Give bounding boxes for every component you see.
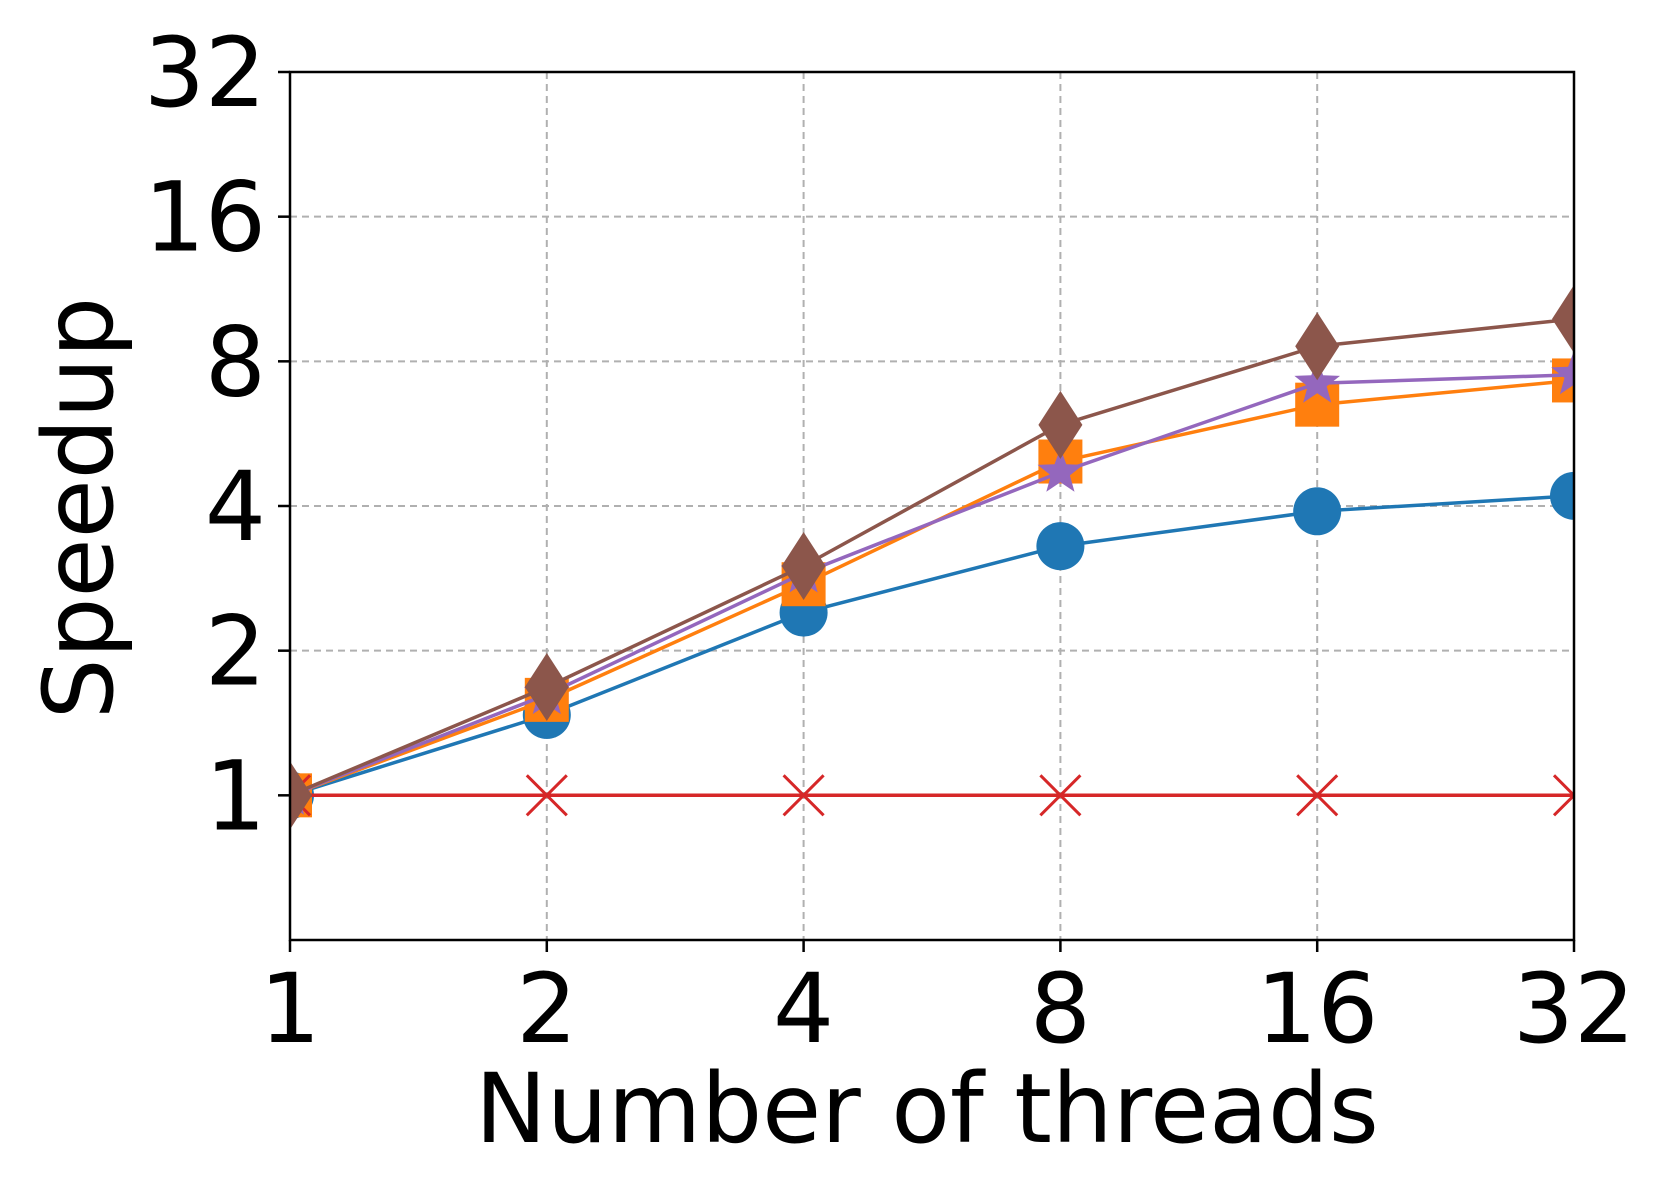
diamond-marker: [781, 532, 826, 601]
series-line-star: [290, 373, 1574, 797]
y-tick-label: 4: [205, 451, 266, 563]
x-tick-label: 1: [259, 953, 320, 1065]
diamond-marker: [1552, 284, 1574, 353]
y-tick-label: 16: [144, 162, 266, 274]
star-marker: [1294, 359, 1340, 403]
diamond-marker: [1038, 390, 1083, 459]
circle-marker: [1293, 487, 1342, 536]
x-tick-label: 8: [1030, 953, 1091, 1065]
star-marker: [1551, 350, 1574, 395]
star-marker: [1037, 448, 1084, 492]
x-marker: [1552, 774, 1574, 817]
y-axis-label: Speedup: [23, 297, 135, 720]
x-axis-label: Number of threads: [475, 1053, 1379, 1165]
circle-marker: [1036, 522, 1085, 571]
y-tick-label: 2: [205, 596, 266, 708]
series-layer: [290, 284, 1574, 830]
x-tick-label: 32: [1513, 953, 1635, 1065]
series-line-circle: [290, 494, 1574, 797]
y-tick-label: 1: [205, 740, 266, 852]
series-x: [290, 774, 1574, 817]
x-tick-label: 4: [773, 953, 834, 1065]
x-marker: [1296, 774, 1339, 817]
series-line-diamond: [290, 317, 1574, 797]
diamond-marker: [290, 761, 312, 830]
x-marker: [525, 774, 568, 817]
x-marker: [782, 774, 825, 817]
diamond-marker: [524, 653, 569, 722]
diamond-marker: [1295, 312, 1340, 381]
x-tick-label: 16: [1256, 953, 1378, 1065]
x-tick-label: 2: [516, 953, 577, 1065]
series-diamond: [290, 284, 1574, 830]
y-tick-label: 32: [144, 17, 266, 129]
circle-marker: [1550, 471, 1574, 520]
axis-ticks: 1 2 4 8 16 32 1 2 4 8 16 32: [144, 17, 1635, 1065]
y-tick-label: 8: [205, 306, 266, 418]
x-marker: [1039, 774, 1082, 817]
